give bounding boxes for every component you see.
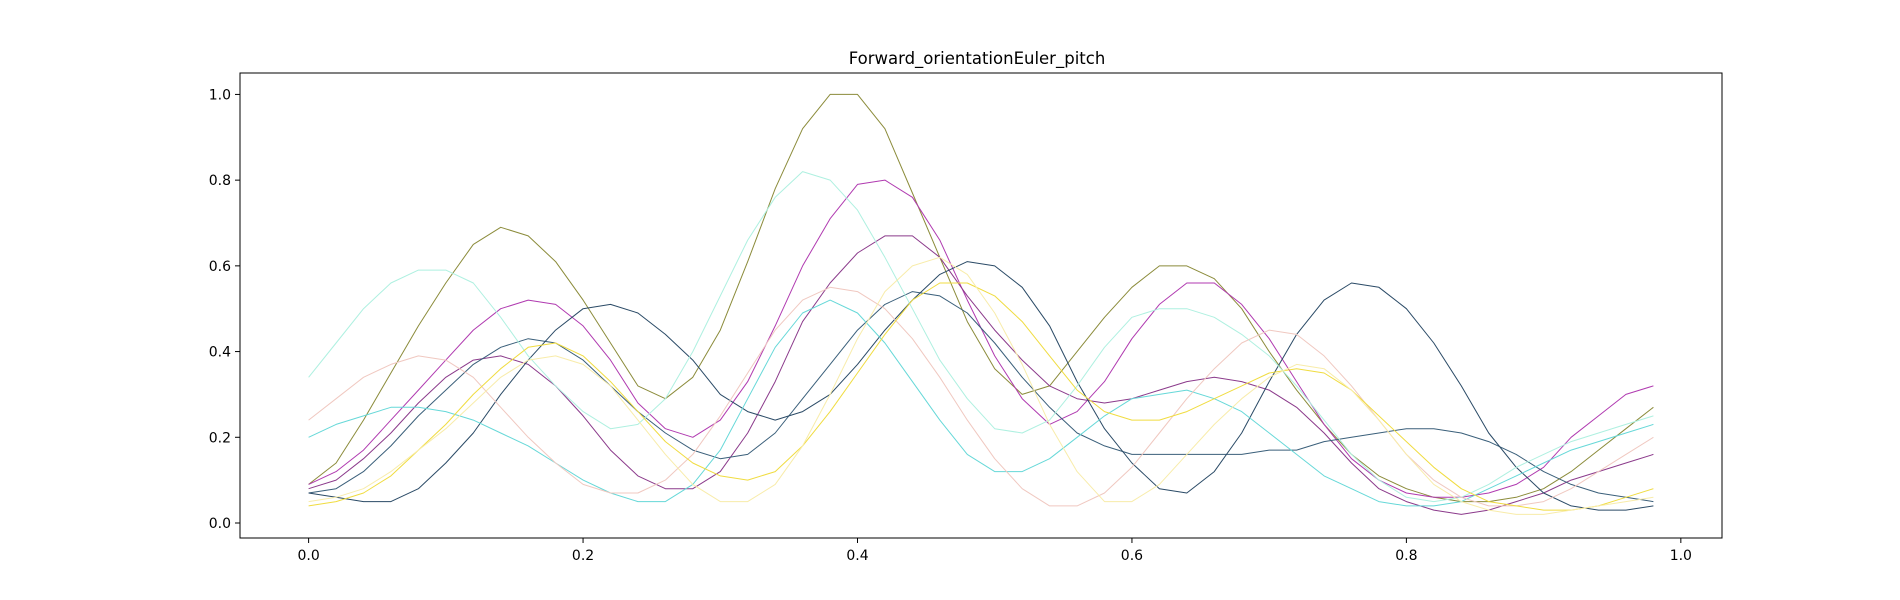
- y-tick-label: 0.0: [209, 516, 231, 532]
- x-tick-label: 0.0: [297, 548, 319, 564]
- y-tick-label: 0.8: [209, 173, 231, 189]
- series-line-6: [308, 171, 1654, 503]
- y-tick-label: 0.6: [209, 259, 231, 275]
- series-line-3: [308, 235, 1654, 515]
- series-line-4: [308, 291, 1654, 503]
- x-tick-label: 1.0: [1670, 548, 1692, 564]
- x-tick-label: 0.2: [572, 548, 594, 564]
- series-line-1: [308, 93, 1654, 503]
- x-tick-label: 0.6: [1121, 548, 1143, 564]
- plot-frame: [239, 72, 1723, 539]
- series-line-10: [308, 256, 1654, 515]
- y-tick-label: 0.2: [209, 430, 231, 446]
- y-tick-label: 1.0: [209, 87, 231, 103]
- series-line-7: [308, 299, 1654, 507]
- x-tick-label: 0.4: [846, 548, 868, 564]
- axes-layer: 0.0 0.2 0.4 0.6 0.8 1.0 0.0 0.2 0.4 0.6 0.8 1.0: [209, 72, 1723, 564]
- series-line-5: [308, 261, 1654, 511]
- chart-title: Forward_orientationEuler_pitch: [849, 49, 1106, 69]
- y-tick-label: 0.4: [209, 345, 231, 361]
- x-tick-label: 0.8: [1395, 548, 1417, 564]
- series-line-9: [308, 282, 1654, 511]
- series-line-8: [308, 286, 1654, 507]
- series-layer: [308, 93, 1654, 515]
